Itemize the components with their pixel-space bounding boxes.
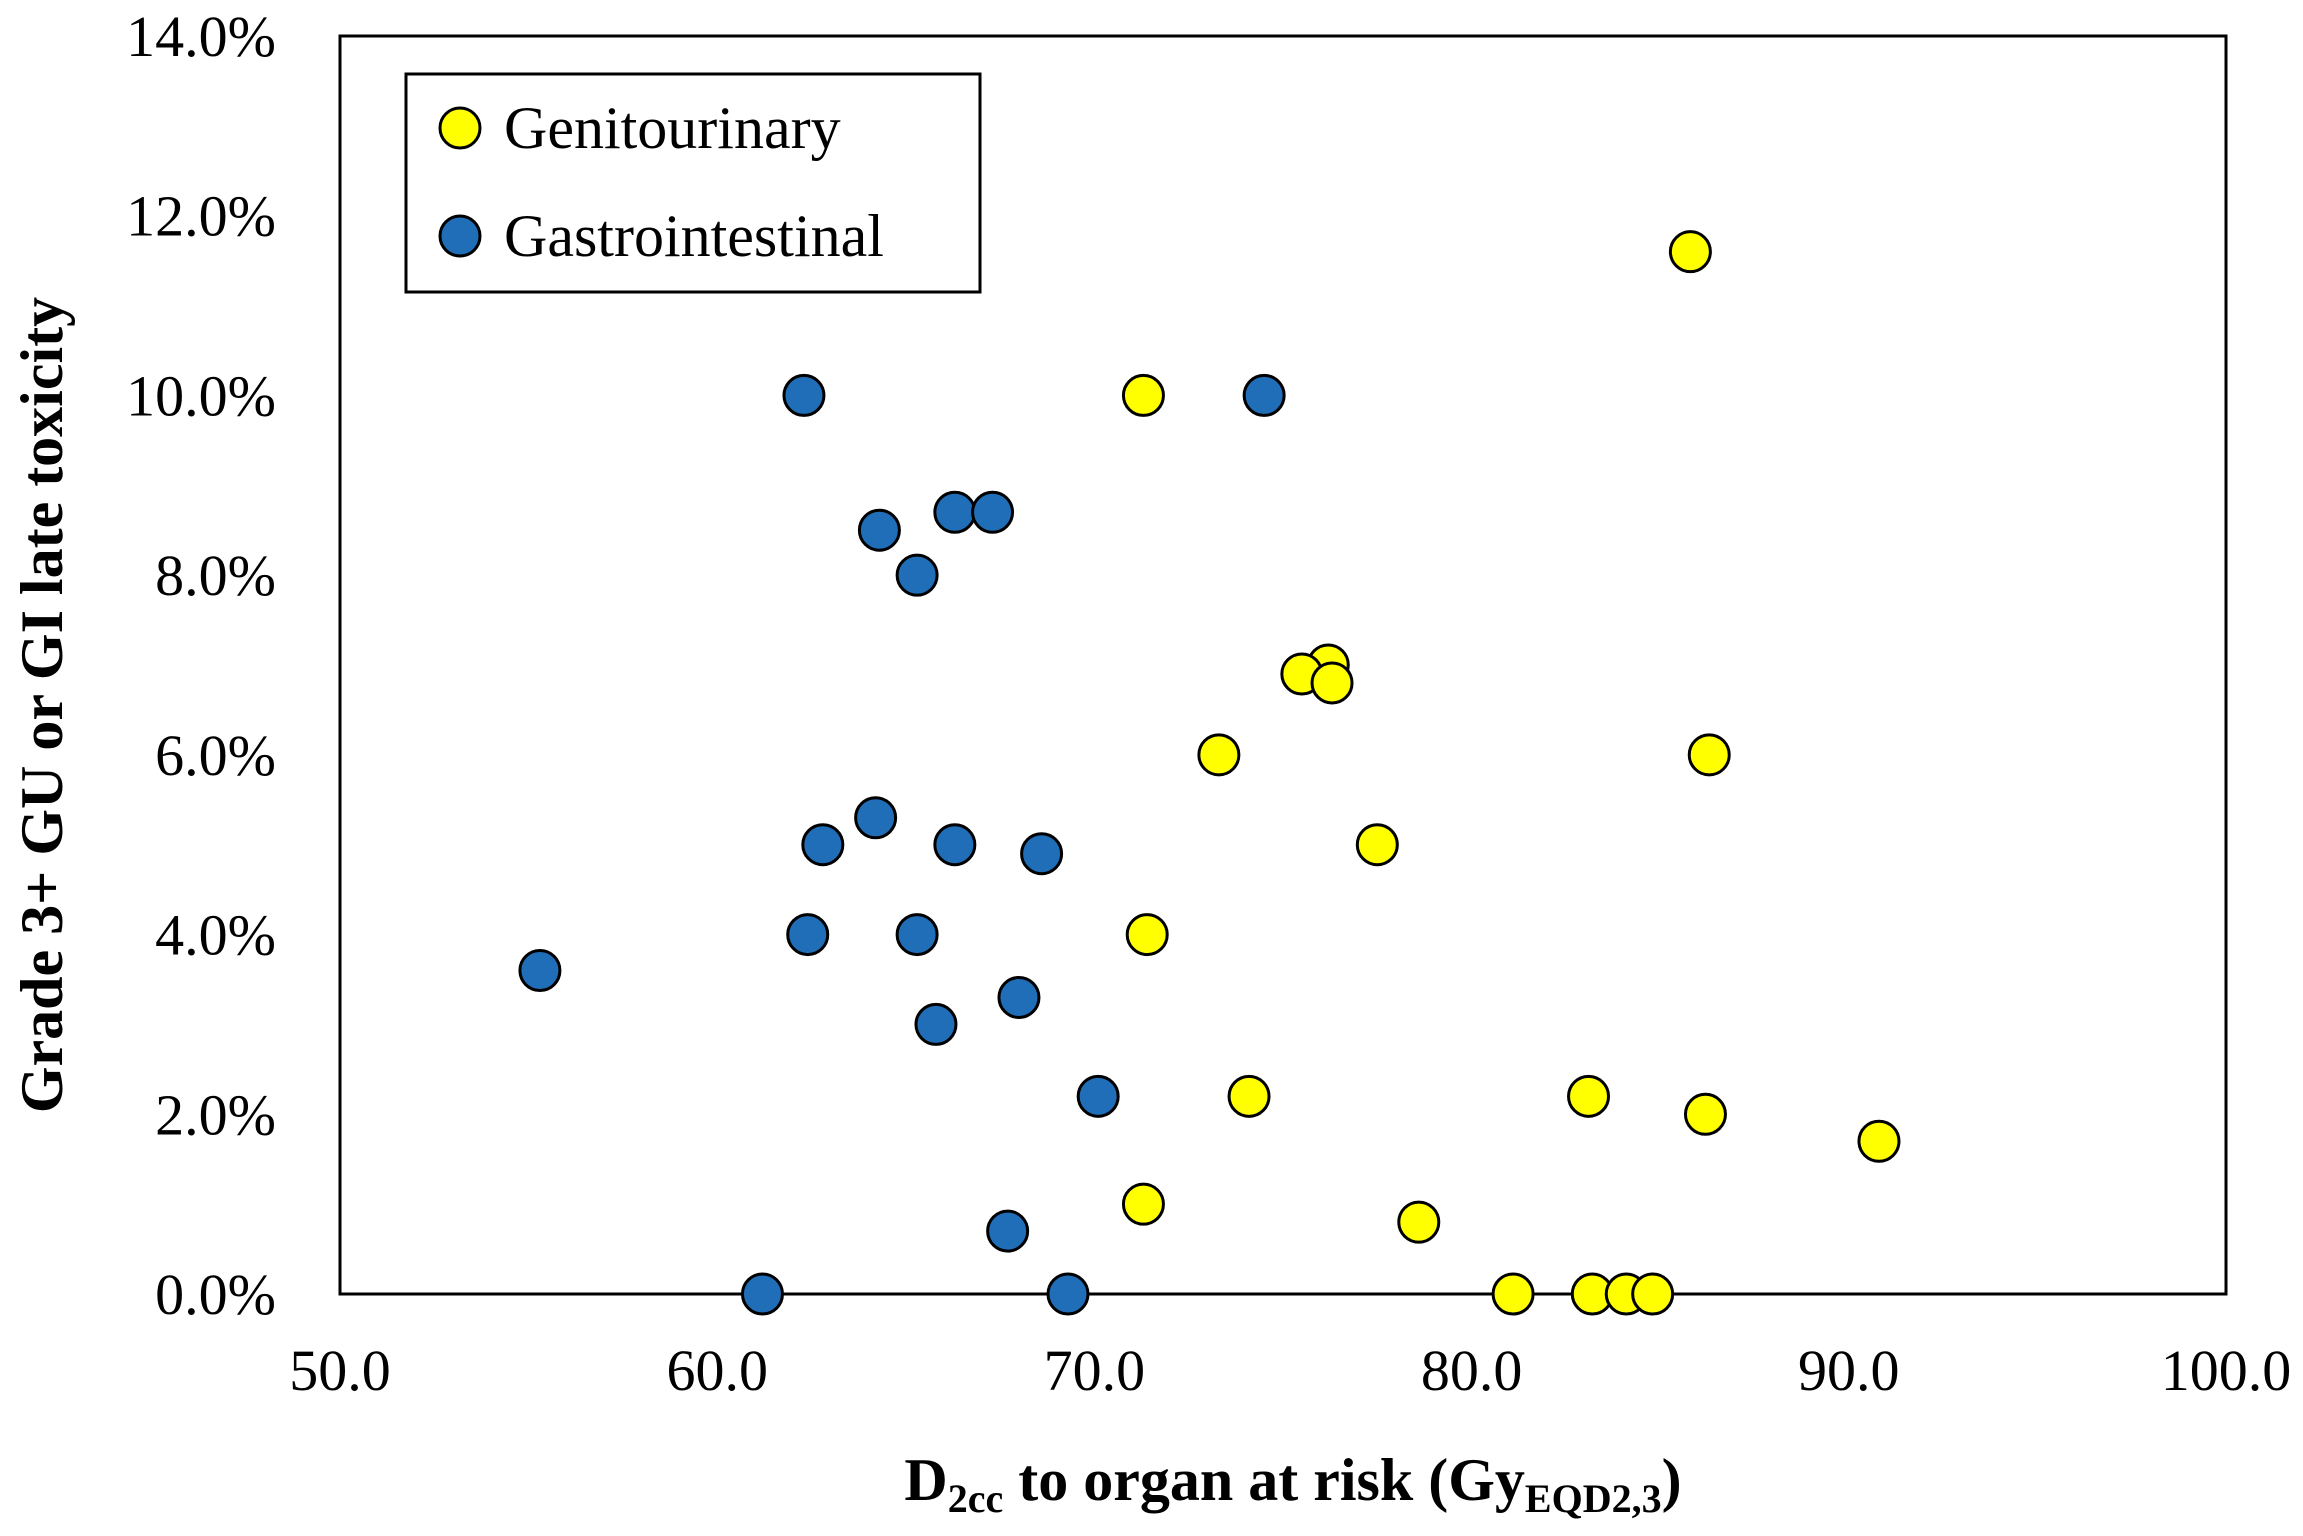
point-gastrointestinal xyxy=(740,1272,784,1316)
point-genitourinary xyxy=(1857,1119,1901,1163)
point-gastrointestinal xyxy=(1242,373,1286,417)
point-gastrointestinal xyxy=(782,373,826,417)
point-gastrointestinal xyxy=(1076,1074,1120,1118)
point-gastrointestinal xyxy=(857,508,901,552)
y-axis: 0.0% 2.0% 4.0% 6.0% 8.0% 10.0% 12.0% 14.0% xyxy=(126,4,276,1327)
x-tick-label: 50.0 xyxy=(289,1338,391,1403)
point-gastrointestinal xyxy=(1046,1272,1090,1316)
legend: Genitourinary Gastrointestinal xyxy=(404,72,982,294)
legend-marker-genitourinary xyxy=(438,106,482,150)
point-gastrointestinal xyxy=(854,796,898,840)
point-gastrointestinal xyxy=(895,553,939,597)
x-axis-title-end: ) xyxy=(1662,1447,1682,1513)
point-gastrointestinal xyxy=(914,1002,958,1046)
y-tick-label: 2.0% xyxy=(155,1082,276,1147)
point-gastrointestinal xyxy=(986,1209,1030,1253)
point-genitourinary xyxy=(1668,230,1712,274)
point-genitourinary xyxy=(1687,733,1731,777)
y-tick-label: 0.0% xyxy=(155,1262,276,1327)
point-gastrointestinal xyxy=(801,823,845,867)
point-gastrointestinal xyxy=(933,490,977,534)
point-genitourinary xyxy=(1567,1074,1611,1118)
x-axis-title-sub: 2cc xyxy=(948,1476,1004,1521)
point-genitourinary xyxy=(1310,661,1354,705)
point-gastrointestinal xyxy=(997,975,1041,1019)
x-tick-label: 80.0 xyxy=(1421,1338,1523,1403)
point-genitourinary xyxy=(1491,1272,1535,1316)
x-axis-title: D2cc to organ at risk (GyEQD2,3) xyxy=(904,1447,1681,1521)
y-tick-label: 10.0% xyxy=(126,363,276,428)
point-genitourinary xyxy=(1683,1092,1727,1136)
point-genitourinary xyxy=(1197,733,1241,777)
y-tick-label: 14.0% xyxy=(126,4,276,69)
y-tick-label: 4.0% xyxy=(155,903,276,968)
point-genitourinary xyxy=(1125,913,1169,957)
legend-marker-gastrointestinal xyxy=(438,214,482,258)
point-gastrointestinal xyxy=(971,490,1015,534)
x-axis-title-main: D xyxy=(904,1447,947,1513)
point-genitourinary xyxy=(1121,373,1165,417)
x-axis-title-rest: to organ at risk (Gy xyxy=(1003,1447,1525,1513)
point-gastrointestinal xyxy=(518,949,562,993)
legend-box xyxy=(404,72,982,294)
x-tick-label: 70.0 xyxy=(1044,1338,1146,1403)
data-points xyxy=(518,230,1901,1316)
y-tick-label: 12.0% xyxy=(126,184,276,249)
point-genitourinary xyxy=(1227,1074,1271,1118)
point-genitourinary xyxy=(1121,1182,1165,1226)
y-axis-title: Grade 3+ GU or GI late toxicity xyxy=(9,297,75,1113)
point-gastrointestinal xyxy=(933,823,977,867)
x-tick-label: 90.0 xyxy=(1798,1338,1900,1403)
legend-label-gastrointestinal: Gastrointestinal xyxy=(504,203,884,269)
point-genitourinary xyxy=(1631,1272,1675,1316)
y-tick-label: 6.0% xyxy=(155,723,276,788)
point-gastrointestinal xyxy=(895,913,939,957)
y-tick-label: 8.0% xyxy=(155,543,276,608)
point-gastrointestinal xyxy=(1020,832,1064,876)
x-axis-title-sub2: EQD2,3 xyxy=(1525,1476,1662,1521)
x-tick-label: 100.0 xyxy=(2161,1338,2292,1403)
legend-label-genitourinary: Genitourinary xyxy=(504,95,841,161)
x-tick-label: 60.0 xyxy=(666,1338,768,1403)
point-genitourinary xyxy=(1397,1200,1441,1244)
point-genitourinary xyxy=(1355,823,1399,867)
x-axis: 50.0 60.0 70.0 80.0 90.0 100.0 xyxy=(289,1338,2291,1403)
point-gastrointestinal xyxy=(786,913,830,957)
